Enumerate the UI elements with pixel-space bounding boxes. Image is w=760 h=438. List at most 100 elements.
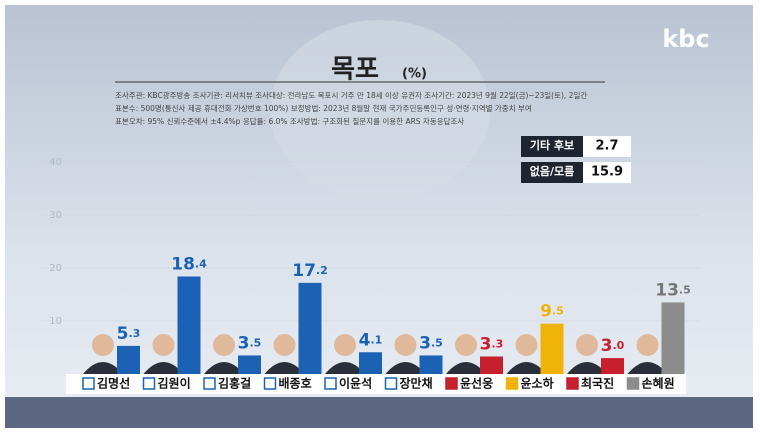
value-int: 5: [117, 324, 129, 344]
value-dec: .3: [129, 327, 141, 340]
x-tick-label: 윤소하: [521, 376, 554, 391]
other-label-box: [521, 162, 583, 183]
photo-body: [506, 362, 547, 374]
x-tick-label: 김원이: [158, 376, 191, 391]
photo-body: [204, 362, 244, 374]
photo-head: [273, 334, 296, 356]
logo: kbc: [662, 25, 709, 53]
chart-title: 목포: [331, 55, 379, 85]
other-label: 기타 후보: [530, 138, 574, 152]
party-icon: [263, 377, 277, 390]
other-value-box: [583, 162, 631, 183]
value-label: 3.5: [238, 333, 262, 353]
value-label: 3.5: [419, 333, 443, 353]
bar: [540, 323, 564, 374]
party-icon: [445, 377, 458, 390]
party-icon: [82, 377, 95, 390]
y-tick-label: 30: [49, 210, 62, 221]
party-icon: [505, 377, 519, 390]
y-tick-label: 40: [49, 157, 62, 168]
value-dec: .5: [552, 305, 564, 318]
value-int: 4: [359, 330, 371, 350]
value-label: 13.5: [655, 280, 691, 300]
x-tick-label: 이윤석: [339, 376, 372, 391]
value-label: 3.3: [480, 335, 504, 355]
value-dec: .1: [371, 333, 383, 346]
bar: [359, 352, 382, 374]
building-silhouette: [270, 20, 490, 200]
photo-body: [143, 362, 184, 374]
value-label: 18.4: [171, 254, 207, 274]
value-int: 13: [655, 280, 679, 300]
x-tick-label: 김명선: [97, 376, 130, 391]
photo-head: [455, 334, 477, 356]
x-tick-label: 윤선웅: [460, 376, 493, 391]
bottom-band: [5, 397, 753, 428]
bar: [238, 355, 261, 374]
y-tick-label: 10: [49, 316, 62, 327]
bar: [117, 345, 140, 374]
x-tick-label: 손혜원: [642, 376, 675, 391]
photo-head: [152, 334, 175, 356]
value-int: 3: [419, 333, 431, 353]
photo-head: [334, 334, 356, 356]
photo-head: [394, 334, 417, 356]
label-strip: [66, 374, 686, 394]
value-int: 3: [480, 335, 492, 355]
value-int: 3: [238, 333, 250, 353]
value-dec: .4: [195, 257, 207, 270]
photo-body: [567, 362, 607, 374]
value-label: 5.3: [117, 324, 141, 344]
other-label-box: [521, 136, 583, 157]
other-value-box: [583, 136, 631, 157]
value-label: 4.1: [359, 330, 383, 350]
value-int: 18: [171, 254, 195, 274]
value-int: 3: [601, 336, 613, 356]
bar: [298, 282, 322, 374]
info-line: 조사주관: KBC광주방송 조사기관: 리서치뷰 조사대상: 전라남도 목포시 …: [115, 90, 587, 100]
x-tick-label: 장만채: [400, 376, 433, 391]
value-int: 17: [292, 261, 316, 281]
value-dec: .5: [250, 336, 262, 349]
bar: [419, 355, 443, 374]
party-icon: [324, 377, 337, 390]
photo-head: [636, 334, 659, 356]
info-line: 표본오차: 95% 신뢰수준에서 ±4.4%p 응답률: 6.0% 조사방법: …: [115, 116, 464, 126]
x-tick-label: 최국진: [581, 376, 614, 391]
unit: (%): [402, 67, 427, 82]
photo-body: [446, 362, 486, 374]
other-value: 2.7: [595, 139, 618, 154]
x-tick-label: 배종호: [279, 376, 312, 391]
photo-body: [385, 362, 426, 374]
photo-head: [213, 334, 235, 356]
other-value: 15.9: [591, 165, 623, 180]
value-dec: .3: [492, 338, 504, 351]
other-label: 없음/모름: [530, 165, 575, 178]
photo-body: [627, 362, 668, 374]
photo-body: [264, 362, 305, 374]
party-icon: [203, 377, 216, 390]
photo-head: [92, 334, 114, 356]
party-icon: [142, 377, 156, 390]
bar: [601, 358, 624, 374]
bar: [661, 302, 685, 374]
party-icon: [566, 377, 579, 390]
value-int: 9: [540, 302, 552, 322]
party-icon: [626, 377, 640, 390]
value-dec: .5: [679, 283, 691, 296]
y-tick-label: 20: [49, 263, 62, 274]
value-dec: .0: [613, 339, 625, 352]
photo-head: [515, 334, 538, 356]
value-label: 3.0: [601, 336, 625, 356]
x-tick-label: 김홍걸: [218, 376, 251, 391]
photo-body: [83, 362, 123, 374]
party-icon: [384, 377, 398, 390]
photo-head: [576, 334, 598, 356]
value-label: 9.5: [540, 302, 564, 322]
value-label: 17.2: [292, 261, 328, 281]
value-dec: .2: [316, 264, 328, 277]
bar: [177, 276, 201, 374]
info-line: 표본수: 500명(통신사 제공 휴대전화 가상번호 100%) 보정방법: 2…: [115, 103, 532, 113]
